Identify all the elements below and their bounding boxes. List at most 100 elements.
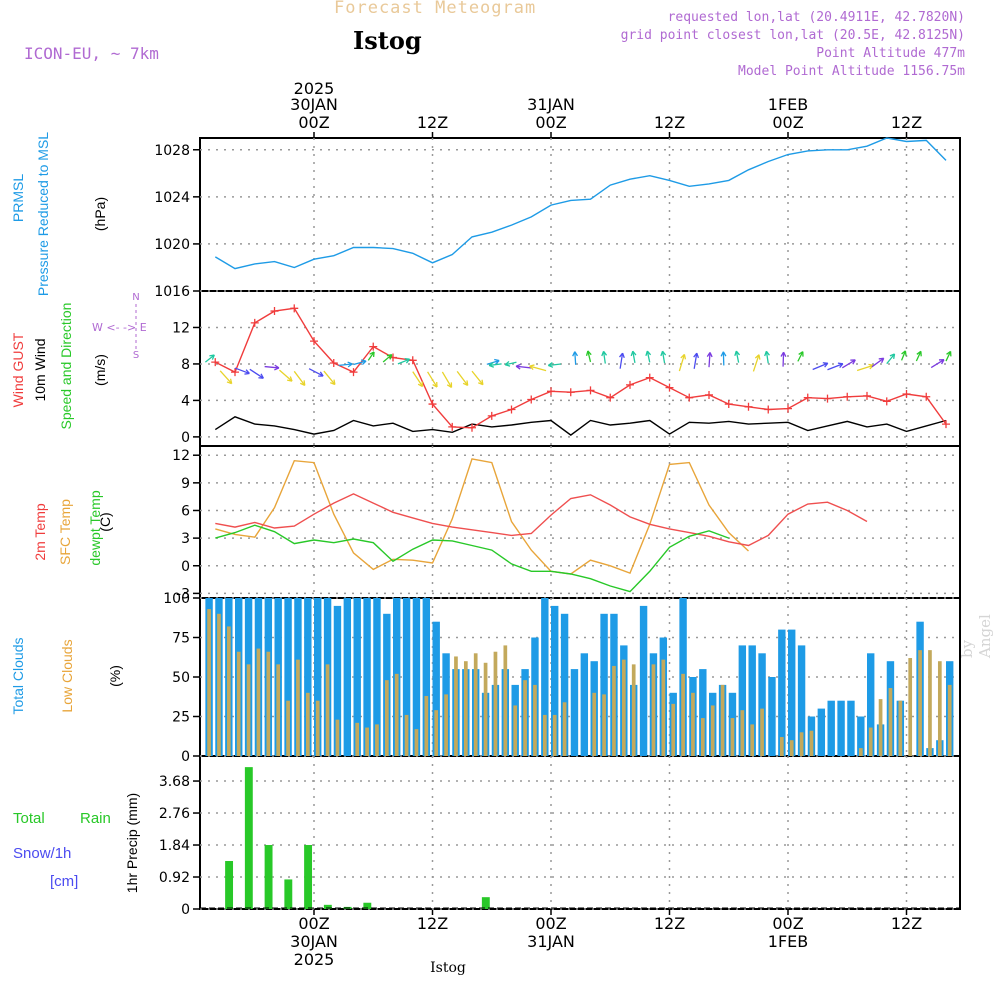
precip-bar	[323, 904, 332, 909]
total-cloud-bar	[560, 613, 569, 756]
wind-arrow-head	[529, 364, 535, 371]
gust-marker	[922, 392, 931, 401]
wind-arrow-head	[417, 381, 424, 388]
low-cloud-bar	[207, 609, 211, 756]
wind-arrow	[693, 353, 698, 369]
wind-arrow-head	[706, 352, 713, 358]
wind-arrow-head	[837, 362, 844, 369]
total-cloud-bar	[402, 598, 411, 756]
compass-we: W <- -> E	[92, 321, 147, 334]
total-cloud-bar	[827, 700, 835, 756]
precip-bar	[264, 845, 273, 909]
gust-marker	[724, 400, 733, 409]
wind-arrow-head	[515, 363, 521, 370]
wind-arrow	[856, 364, 874, 372]
wind-arrow	[279, 369, 293, 382]
gust-marker	[784, 404, 792, 413]
low-cloud-bar	[720, 684, 725, 756]
wind-arrow	[797, 351, 804, 362]
wind-arrow-head	[754, 354, 761, 360]
low-cloud-bar	[928, 650, 932, 756]
wind-arrow	[489, 363, 502, 367]
gust-marker	[586, 386, 595, 395]
wind-arrow-head	[946, 350, 952, 357]
total-cloud-bar	[738, 645, 747, 756]
pressure-line	[214, 137, 947, 270]
total-cloud-bar	[867, 653, 875, 756]
low-cloud-bar	[276, 664, 281, 756]
wind-arrow-head	[901, 350, 907, 356]
total-cloud-bar	[748, 645, 756, 756]
wind-arrow-head	[287, 376, 293, 382]
gust-marker	[705, 390, 713, 399]
ytick-label-precip: 0	[181, 902, 190, 918]
wind-arrow	[441, 371, 453, 388]
wind-arrow	[548, 363, 561, 367]
wind-arrow	[930, 359, 945, 369]
wind-arrow-head	[878, 357, 885, 364]
panel-frame-precip	[199, 755, 961, 910]
gust-marker	[685, 393, 694, 402]
low-cloud-bar	[246, 664, 251, 756]
ytick-label-wind: 12	[172, 320, 190, 336]
wind-arrow	[397, 358, 410, 365]
low-cloud-bar	[562, 702, 567, 756]
wind-arrow	[505, 361, 517, 366]
wind-10m-line	[214, 416, 947, 436]
wind-arrow-head	[916, 350, 922, 357]
gust-marker	[942, 420, 950, 429]
bottom-date-label: 30JAN	[290, 932, 338, 951]
total-cloud-bar	[363, 598, 371, 756]
low-cloud-bar	[691, 692, 695, 756]
gust-marker	[487, 411, 496, 420]
gust-marker	[606, 393, 615, 402]
bottom-hour-label: 12Z	[654, 914, 685, 933]
ytick-label-temperature: 6	[181, 503, 190, 519]
gust-marker	[863, 391, 871, 400]
gust-marker	[270, 307, 279, 316]
wind-arrow	[219, 370, 233, 385]
total-cloud-bar	[314, 598, 322, 756]
wind-arrow	[293, 370, 306, 386]
low-cloud-bar	[700, 718, 705, 756]
point-altitude: Point Altitude 477m	[816, 46, 965, 61]
ytick-label-temperature: 9	[181, 476, 190, 492]
ytick-label-temperature: 12	[172, 448, 190, 464]
wind-arrow	[471, 370, 484, 386]
gust-marker	[408, 356, 417, 365]
gust-marker	[231, 368, 239, 377]
bottom-year-label: 2025	[294, 950, 335, 969]
label-cm: [cm]	[50, 873, 79, 890]
label-snow: Snow/1h	[13, 845, 72, 862]
ytick-label-wind: 8	[181, 357, 190, 373]
bottom-date-label: 1FEB	[768, 932, 808, 951]
wind-arrow	[602, 351, 606, 364]
ytick-label-precip: 2.76	[159, 806, 190, 822]
wind-arrow	[735, 350, 740, 363]
ytick-label-precip: 3.68	[159, 774, 190, 790]
total-cloud-bar	[797, 645, 806, 756]
gust-marker	[250, 318, 259, 327]
gust-marker	[428, 400, 437, 409]
footer-station: Istog	[430, 960, 466, 976]
wind-arrow-head	[850, 359, 856, 365]
low-cloud-bar	[296, 659, 300, 756]
wind-arrow	[915, 351, 922, 362]
wind-arrow-head	[462, 380, 469, 386]
gust-marker	[329, 359, 338, 368]
wind-arrow-head	[889, 353, 896, 359]
total-cloud-bar	[343, 598, 352, 756]
wind-gust-line	[214, 307, 947, 429]
low-cloud-bar	[789, 740, 794, 756]
wind-arrow	[619, 352, 624, 369]
low-cloud-bar	[226, 626, 231, 756]
low-cloud-bar	[217, 613, 221, 756]
low-cloud-bar	[375, 724, 379, 756]
wind-arrow	[646, 350, 651, 363]
wind-arrow-head	[764, 350, 770, 357]
ytick-label-precip: 0.92	[159, 870, 190, 886]
gust-marker	[803, 393, 812, 402]
total-cloud-bar	[699, 669, 707, 756]
top-hour-label: 00Z	[535, 113, 566, 132]
low-cloud-bar	[937, 661, 942, 756]
